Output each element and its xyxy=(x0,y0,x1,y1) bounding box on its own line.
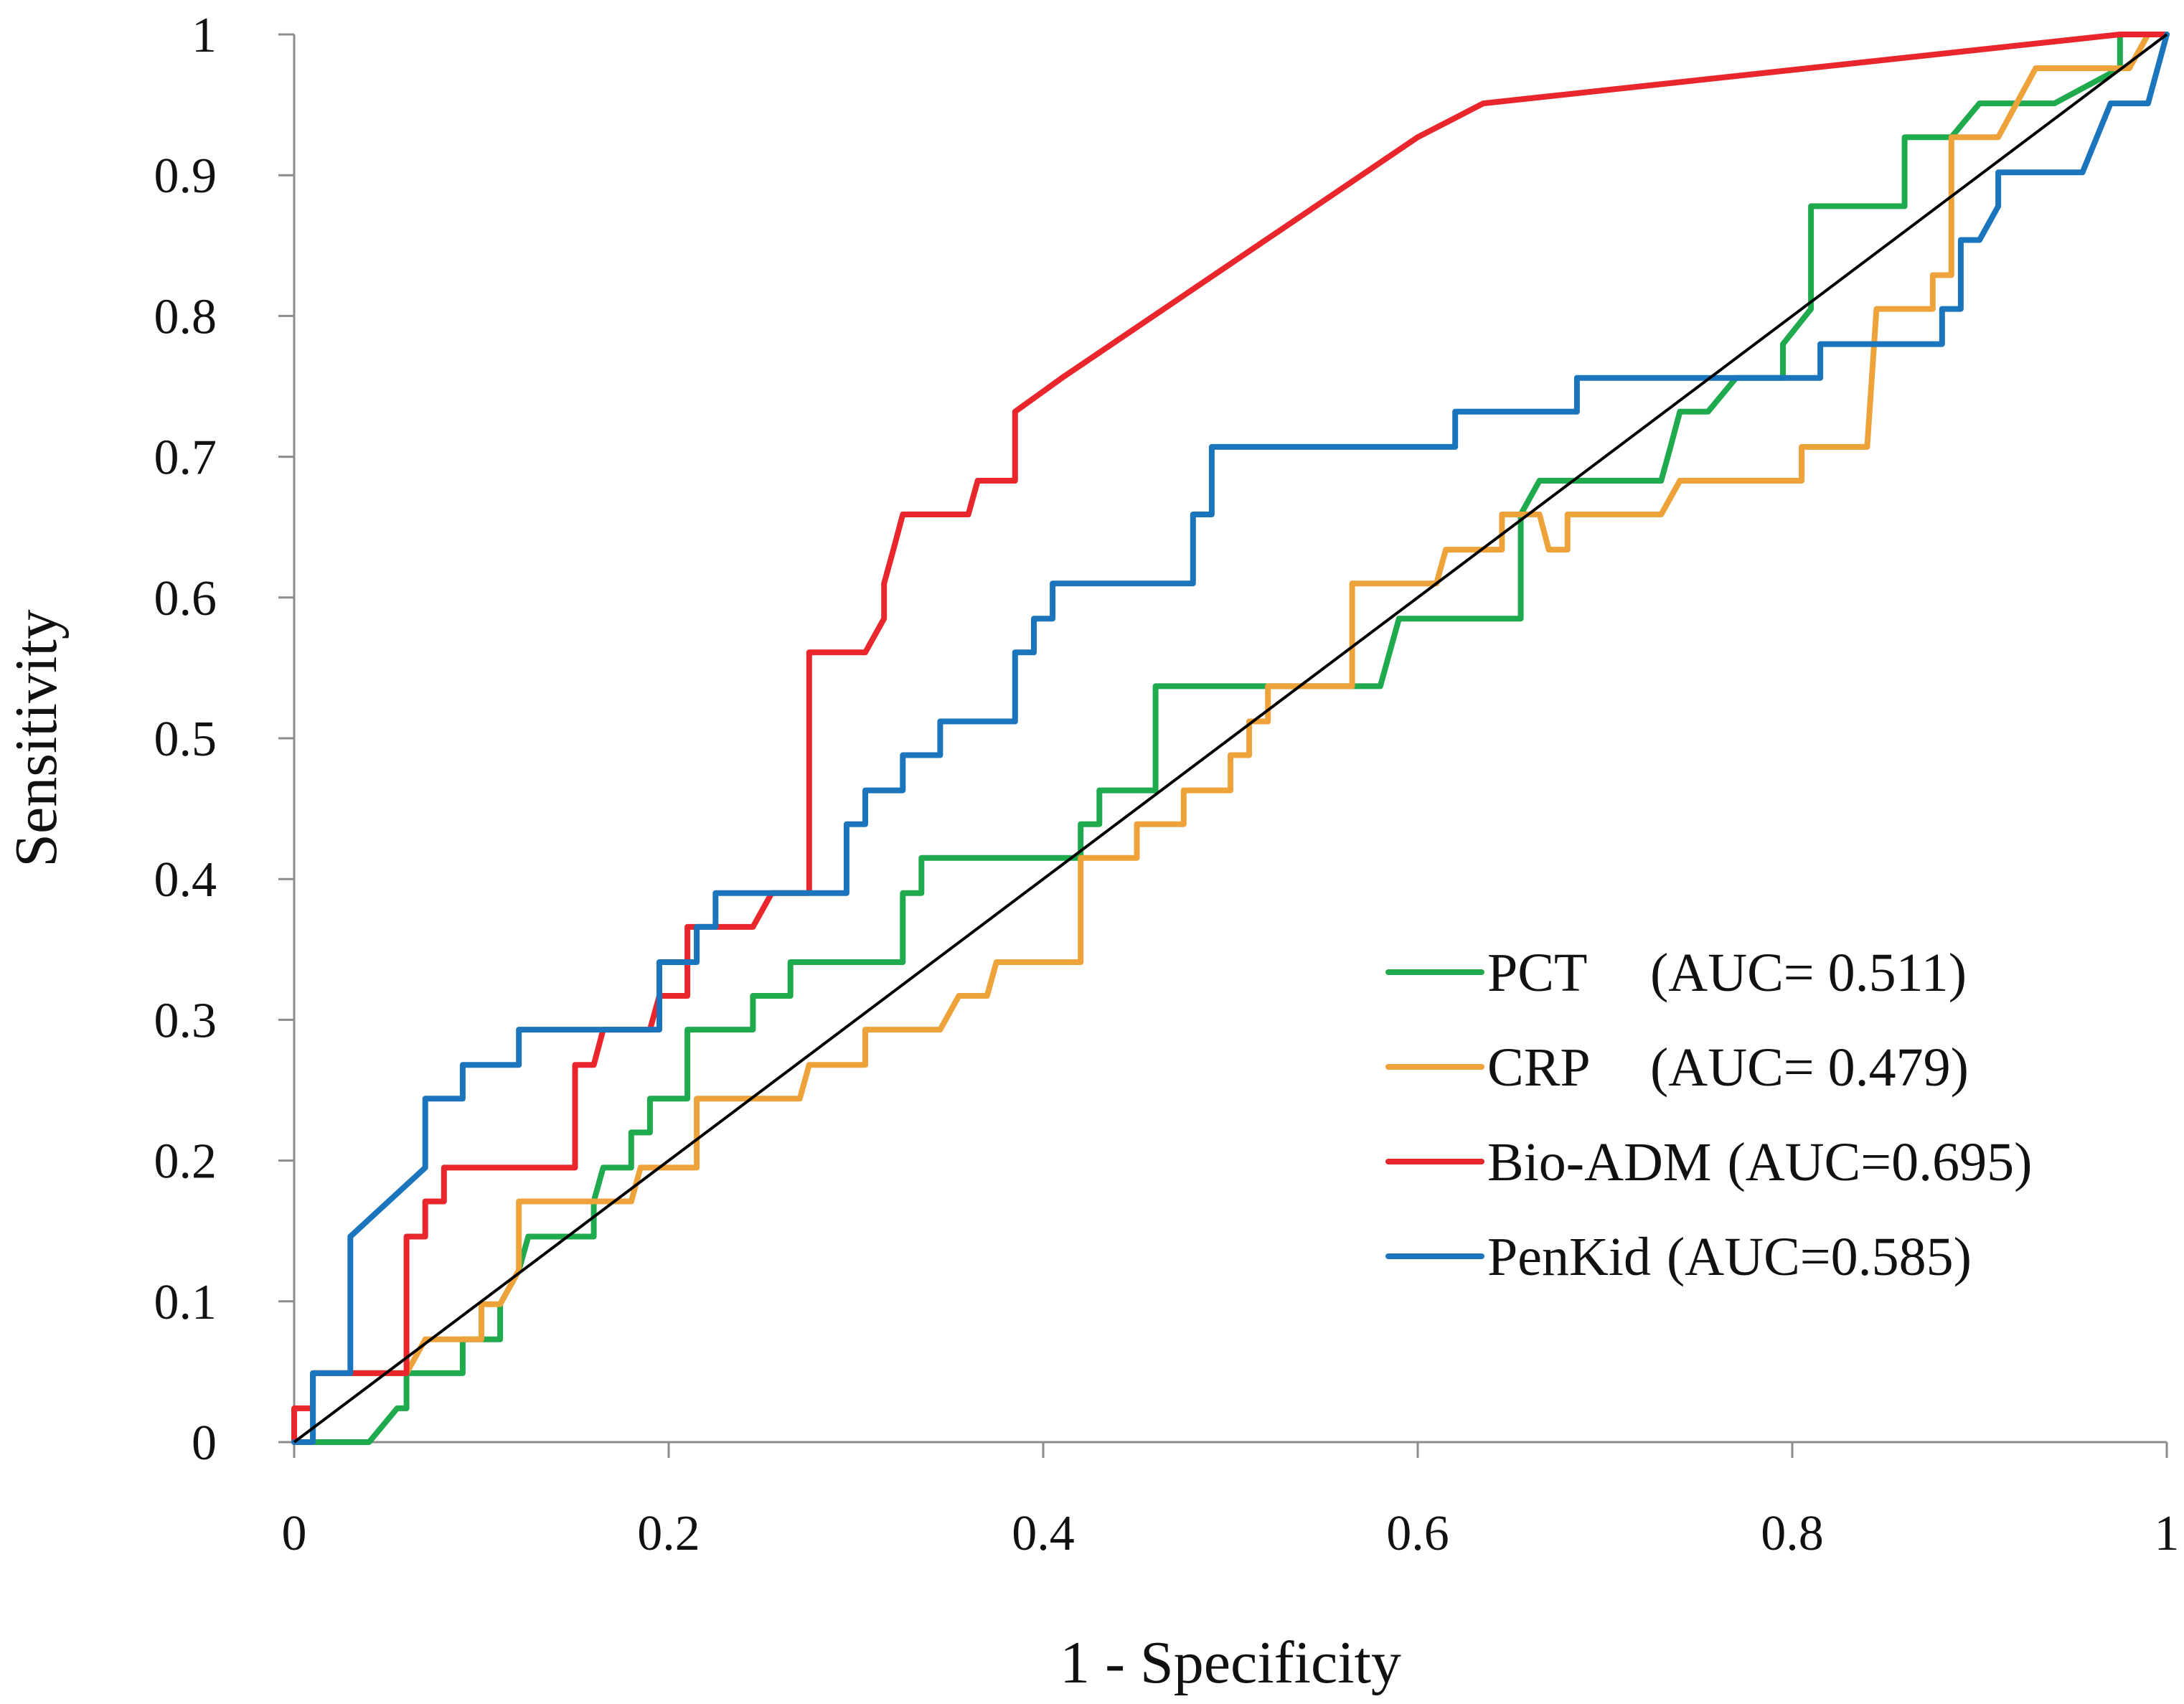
series-line-crp xyxy=(291,32,2170,1445)
y-tick-label: 0.1 xyxy=(154,1275,217,1330)
x-axis-title: 1 - Specificity xyxy=(1060,1629,1401,1696)
y-tick-label: 0.5 xyxy=(154,712,217,767)
x-tick-label: 1 xyxy=(2155,1506,2180,1561)
y-tick-label: 0.2 xyxy=(154,1134,217,1190)
legend-label-penkid: PenKid xyxy=(1487,1227,1651,1287)
y-tick-label: 1 xyxy=(192,8,217,63)
x-tick-label: 0.4 xyxy=(1012,1506,1075,1561)
tick-labels-group: 0 0.1 0.2 0.3 0.4 0.5 0.6 0.7 0.8 0.9 1 0 0.2 0.4 0.6 0… xyxy=(154,8,2180,1561)
x-tick-label: 0.6 xyxy=(1386,1506,1449,1561)
y-tick-label: 0.6 xyxy=(154,571,217,626)
legend-label-pct: PCT xyxy=(1487,943,1587,1003)
x-tick-label: 0 xyxy=(282,1506,307,1561)
legend-label-crp: CRP xyxy=(1487,1037,1591,1098)
legend-label-bio-adm: Bio-ADM xyxy=(1487,1132,1711,1192)
legend-auc-crp: (AUC= 0.479) xyxy=(1650,1037,1969,1098)
y-tick-label: 0.8 xyxy=(154,289,217,344)
series-line-penkid xyxy=(291,32,2170,1445)
y-tick-label: 0.9 xyxy=(154,149,217,204)
series-group xyxy=(291,32,2170,1445)
series-line-bio-adm xyxy=(291,32,2170,1445)
y-tick-label: 0 xyxy=(192,1416,217,1471)
y-tick-label: 0.3 xyxy=(154,993,217,1048)
axes-group xyxy=(278,33,2168,1458)
y-tick-label: 0.7 xyxy=(154,430,217,486)
reference-diagonal-line xyxy=(293,33,2168,1444)
legend-auc-pct: (AUC= 0.511) xyxy=(1650,943,1967,1003)
legend-auc-penkid: (AUC=0.585) xyxy=(1667,1227,1972,1287)
legend: PCT (AUC= 0.511) CRP (AUC= 0.479) Bio-ADM (AU… xyxy=(1385,943,2032,1287)
x-tick-label: 0.2 xyxy=(637,1506,700,1561)
y-tick-label: 0.4 xyxy=(154,852,217,908)
x-tick-label: 0.8 xyxy=(1761,1506,1824,1561)
legend-auc-bio-adm: (AUC=0.695) xyxy=(1727,1132,2032,1192)
y-axis-title: Sensitivity xyxy=(3,609,70,867)
